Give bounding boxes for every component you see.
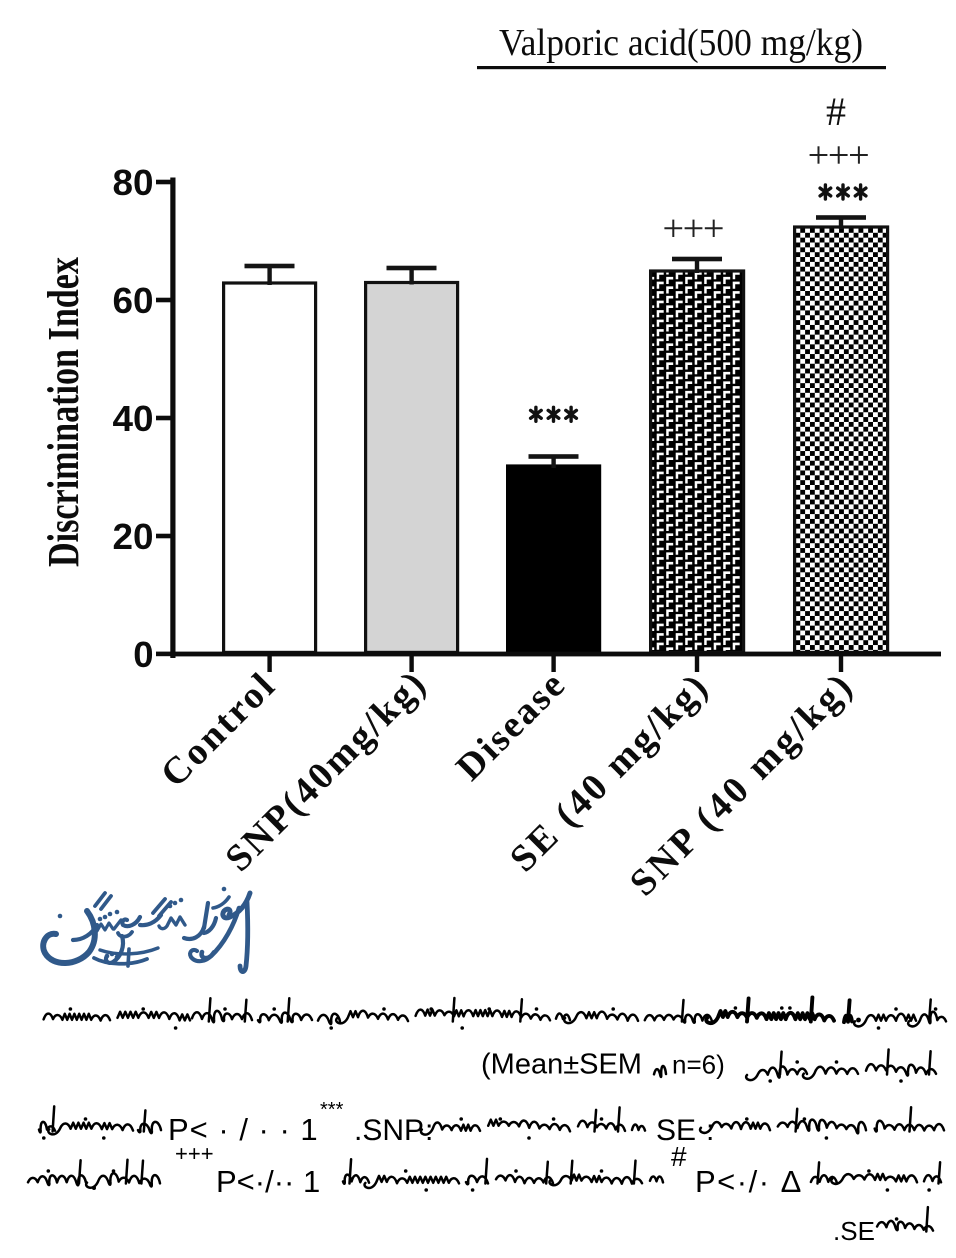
svg-text:Valporic acid(500 mg/kg): Valporic acid(500 mg/kg) xyxy=(499,22,863,64)
svg-text:P< · / · · 1: P< · / · · 1 xyxy=(168,1112,319,1147)
svg-text:40: 40 xyxy=(113,398,154,439)
svg-text:Control: Control xyxy=(153,664,285,796)
svg-text:Discrimination Index: Discrimination Index xyxy=(39,257,88,567)
svg-text:.SNP: .SNP xyxy=(354,1114,424,1147)
svg-text:#: # xyxy=(671,1141,687,1172)
svg-text:n=6): n=6) xyxy=(672,1050,725,1080)
svg-text:80: 80 xyxy=(113,162,154,203)
svg-text:Disease: Disease xyxy=(448,663,574,789)
svg-text:20: 20 xyxy=(113,516,154,557)
svg-text:0: 0 xyxy=(133,634,153,675)
svg-text::: : xyxy=(425,1114,433,1147)
svg-text:SE: SE xyxy=(656,1114,696,1147)
svg-text:***: *** xyxy=(320,1099,344,1121)
svg-text:#: # xyxy=(826,89,846,134)
svg-text::: : xyxy=(706,1114,714,1147)
svg-text:60: 60 xyxy=(113,280,154,321)
svg-text:+++: +++ xyxy=(175,1141,214,1166)
svg-text:P<·/·· 1: P<·/·· 1 xyxy=(216,1164,320,1199)
svg-text:P<·/· Δ: P<·/· Δ xyxy=(695,1164,803,1199)
svg-text:.SE: .SE xyxy=(833,1216,875,1246)
svg-text:(Mean±SEM: (Mean±SEM xyxy=(481,1049,642,1081)
